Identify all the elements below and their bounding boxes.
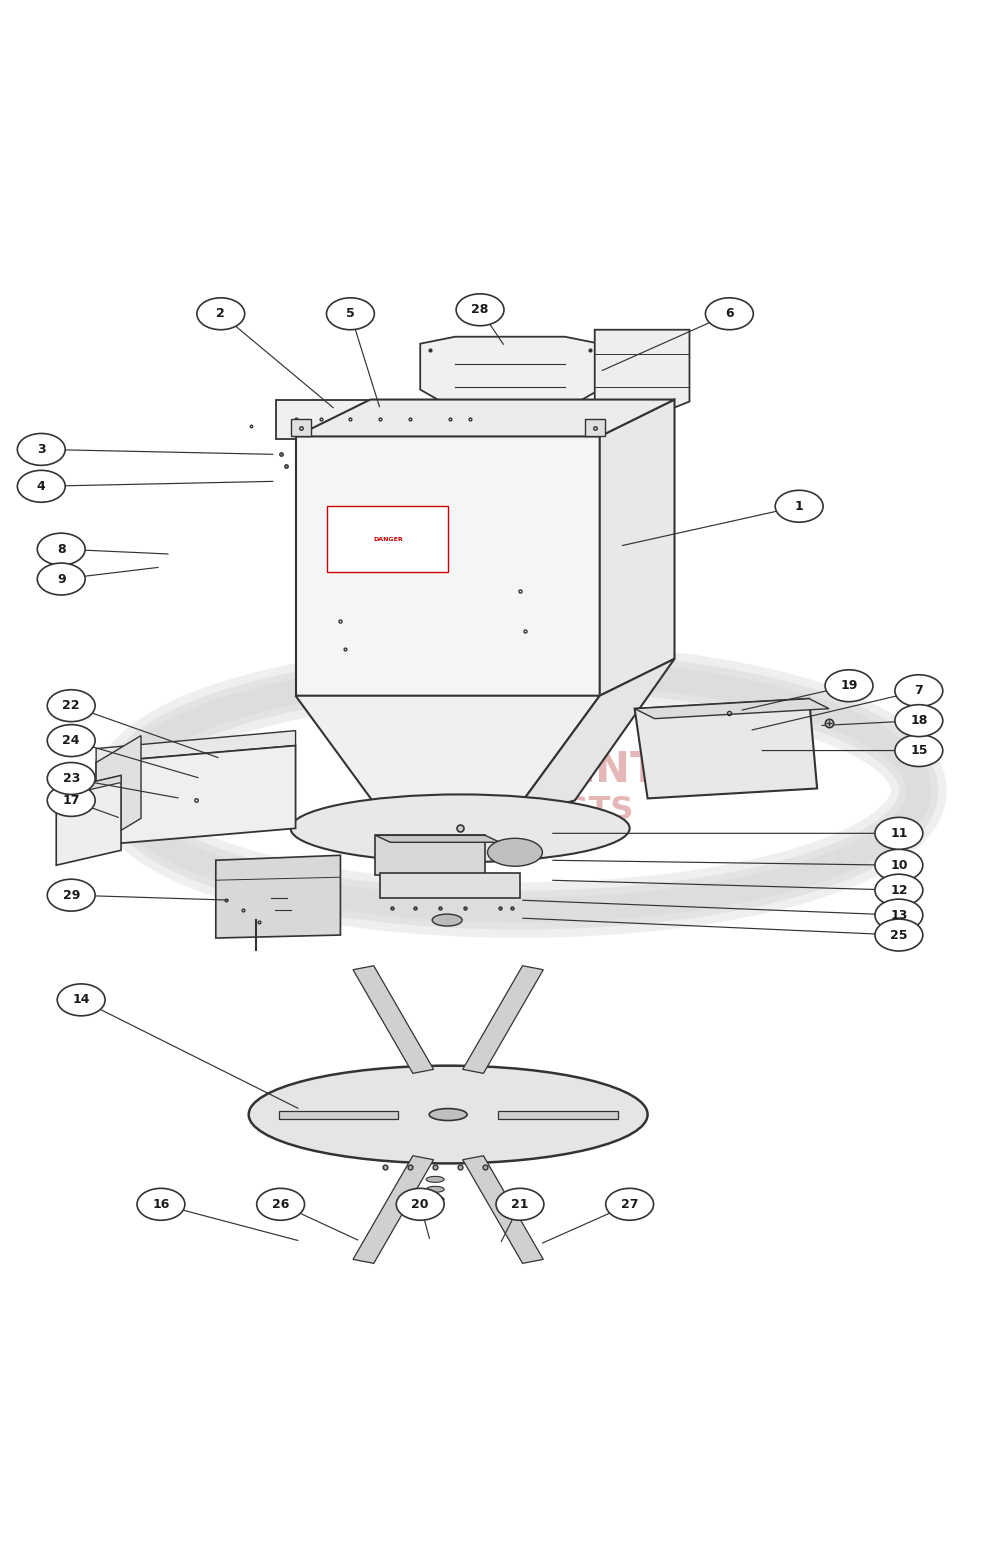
Text: 4: 4 bbox=[37, 479, 46, 493]
Text: 13: 13 bbox=[890, 909, 908, 922]
Ellipse shape bbox=[137, 1188, 185, 1220]
Text: 27: 27 bbox=[621, 1197, 638, 1211]
Text: 26: 26 bbox=[272, 1197, 289, 1211]
Text: EQUIPMENT: EQUIPMENT bbox=[381, 749, 659, 792]
Polygon shape bbox=[510, 660, 675, 818]
Polygon shape bbox=[291, 419, 311, 436]
Ellipse shape bbox=[47, 784, 95, 817]
Text: 11: 11 bbox=[890, 828, 908, 840]
Text: 18: 18 bbox=[910, 713, 928, 727]
Text: 5: 5 bbox=[346, 307, 355, 321]
Text: 29: 29 bbox=[63, 889, 80, 901]
Ellipse shape bbox=[875, 918, 923, 951]
Polygon shape bbox=[375, 835, 500, 843]
Ellipse shape bbox=[426, 1176, 444, 1182]
Text: 10: 10 bbox=[890, 858, 908, 872]
Ellipse shape bbox=[47, 763, 95, 795]
Text: 25: 25 bbox=[890, 929, 908, 942]
FancyBboxPatch shape bbox=[327, 507, 448, 572]
Ellipse shape bbox=[895, 704, 943, 737]
Ellipse shape bbox=[47, 880, 95, 911]
Polygon shape bbox=[595, 330, 689, 411]
Polygon shape bbox=[585, 419, 605, 436]
Polygon shape bbox=[600, 399, 675, 695]
Ellipse shape bbox=[705, 297, 753, 330]
Polygon shape bbox=[463, 1156, 543, 1264]
Text: 1: 1 bbox=[795, 499, 804, 513]
Ellipse shape bbox=[249, 1066, 648, 1163]
Polygon shape bbox=[276, 399, 480, 439]
Ellipse shape bbox=[875, 817, 923, 849]
Polygon shape bbox=[296, 695, 600, 818]
Ellipse shape bbox=[875, 898, 923, 931]
Ellipse shape bbox=[291, 795, 630, 863]
Polygon shape bbox=[380, 874, 520, 898]
Polygon shape bbox=[635, 698, 817, 798]
Text: 7: 7 bbox=[914, 684, 923, 697]
Text: 9: 9 bbox=[57, 573, 66, 586]
Ellipse shape bbox=[426, 1196, 444, 1202]
Text: 8: 8 bbox=[57, 542, 66, 556]
Ellipse shape bbox=[57, 983, 105, 1016]
Polygon shape bbox=[216, 855, 340, 938]
Ellipse shape bbox=[775, 490, 823, 522]
Ellipse shape bbox=[496, 1188, 544, 1220]
Text: 21: 21 bbox=[511, 1197, 529, 1211]
Ellipse shape bbox=[47, 690, 95, 721]
Polygon shape bbox=[296, 399, 675, 436]
Ellipse shape bbox=[488, 838, 542, 866]
Ellipse shape bbox=[17, 470, 65, 502]
Ellipse shape bbox=[326, 297, 374, 330]
Ellipse shape bbox=[895, 735, 943, 766]
Polygon shape bbox=[56, 775, 121, 865]
Polygon shape bbox=[296, 436, 600, 695]
Polygon shape bbox=[279, 1111, 398, 1119]
Polygon shape bbox=[96, 735, 141, 846]
Text: 17: 17 bbox=[62, 794, 80, 807]
Ellipse shape bbox=[17, 433, 65, 465]
Polygon shape bbox=[353, 1156, 434, 1264]
Ellipse shape bbox=[37, 562, 85, 595]
Text: 3: 3 bbox=[37, 442, 46, 456]
Polygon shape bbox=[463, 966, 543, 1074]
Polygon shape bbox=[353, 966, 434, 1074]
Ellipse shape bbox=[825, 670, 873, 701]
Ellipse shape bbox=[875, 874, 923, 906]
Ellipse shape bbox=[606, 1188, 654, 1220]
Text: 19: 19 bbox=[840, 680, 858, 692]
Text: 23: 23 bbox=[63, 772, 80, 784]
Ellipse shape bbox=[197, 297, 245, 330]
Text: 16: 16 bbox=[152, 1197, 170, 1211]
Ellipse shape bbox=[429, 1108, 467, 1120]
Text: 20: 20 bbox=[411, 1197, 429, 1211]
Text: 15: 15 bbox=[910, 744, 928, 757]
Polygon shape bbox=[375, 835, 485, 875]
Text: 22: 22 bbox=[62, 700, 80, 712]
Polygon shape bbox=[498, 1111, 618, 1119]
Text: SPECIALISTS: SPECIALISTS bbox=[406, 795, 634, 826]
Ellipse shape bbox=[396, 1188, 444, 1220]
Ellipse shape bbox=[895, 675, 943, 707]
Polygon shape bbox=[56, 775, 121, 797]
Ellipse shape bbox=[456, 294, 504, 325]
Polygon shape bbox=[635, 698, 829, 718]
Text: 14: 14 bbox=[72, 994, 90, 1006]
Polygon shape bbox=[96, 746, 296, 846]
Text: 28: 28 bbox=[471, 304, 489, 316]
Polygon shape bbox=[96, 730, 296, 763]
Text: 24: 24 bbox=[62, 734, 80, 747]
Ellipse shape bbox=[257, 1188, 305, 1220]
Ellipse shape bbox=[37, 533, 85, 566]
Text: DANGER: DANGER bbox=[373, 536, 403, 541]
Ellipse shape bbox=[47, 724, 95, 757]
Ellipse shape bbox=[432, 914, 462, 926]
Ellipse shape bbox=[426, 1187, 444, 1193]
Ellipse shape bbox=[875, 849, 923, 881]
Text: 6: 6 bbox=[725, 307, 734, 321]
Polygon shape bbox=[420, 336, 600, 410]
Text: 2: 2 bbox=[216, 307, 225, 321]
Text: 12: 12 bbox=[890, 883, 908, 897]
